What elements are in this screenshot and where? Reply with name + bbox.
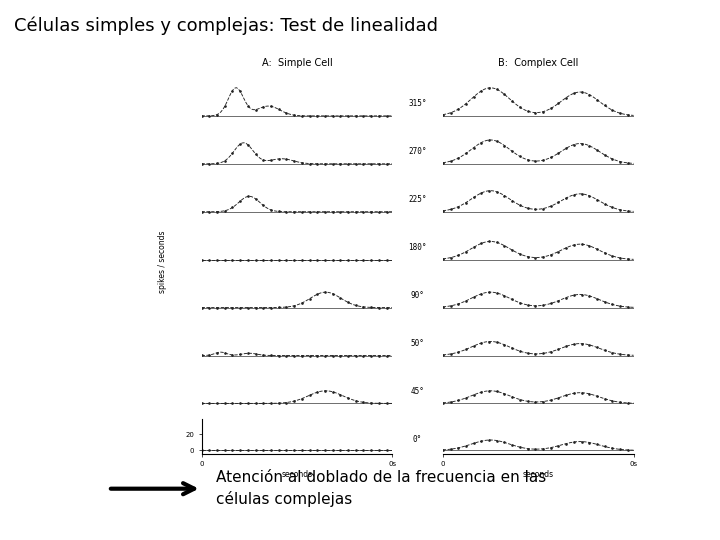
- Text: 180°: 180°: [408, 243, 427, 252]
- Text: 0°: 0°: [413, 435, 422, 443]
- Text: 90°: 90°: [410, 291, 425, 300]
- Text: 225°: 225°: [408, 195, 427, 204]
- Text: Células simples y complejas: Test de linealidad: Células simples y complejas: Test de lin…: [14, 16, 438, 35]
- Text: A:  Simple Cell: A: Simple Cell: [261, 57, 333, 68]
- Text: 315°: 315°: [408, 99, 427, 108]
- Text: 270°: 270°: [408, 147, 427, 156]
- Text: seconds: seconds: [523, 470, 554, 479]
- Text: 50°: 50°: [410, 339, 425, 348]
- Text: B:  Complex Cell: B: Complex Cell: [498, 57, 578, 68]
- Text: 45°: 45°: [410, 387, 425, 396]
- Text: Atención al doblado de la frecuencia en las
células complejas: Atención al doblado de la frecuencia en …: [216, 470, 546, 508]
- Text: seconds: seconds: [282, 470, 312, 479]
- Text: spikes / seconds: spikes / seconds: [158, 231, 166, 293]
